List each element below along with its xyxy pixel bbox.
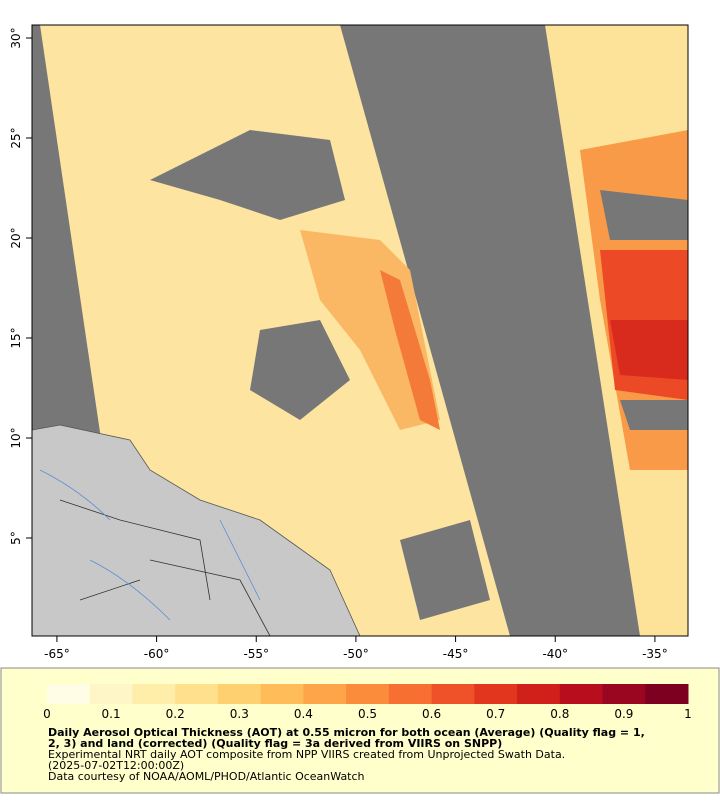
colorbar-tick-label: 0.5 bbox=[358, 707, 377, 721]
colorbar-swatch bbox=[175, 684, 219, 704]
colorbar-swatch bbox=[303, 684, 347, 704]
colorbar-swatch bbox=[517, 684, 561, 704]
caption-title: 2, 3) and land (corrected) (Quality flag… bbox=[48, 737, 502, 750]
colorbar-tick-label: 0.4 bbox=[294, 707, 313, 721]
x-tick-label: -65° bbox=[44, 647, 70, 661]
y-tick-label: 15° bbox=[9, 327, 23, 348]
colorbar-swatch bbox=[47, 684, 91, 704]
y-tick-label: 5° bbox=[9, 531, 23, 545]
colorbar-tick-label: 0.8 bbox=[550, 707, 569, 721]
colorbar-tick-label: 0.3 bbox=[230, 707, 249, 721]
caption-line: (2025-07-02T12:00:00Z) bbox=[48, 759, 184, 772]
colorbar-swatch bbox=[132, 684, 176, 704]
map-image bbox=[32, 25, 688, 636]
colorbar-swatch bbox=[559, 684, 604, 704]
colorbar-swatch bbox=[346, 684, 390, 704]
colorbar-swatch bbox=[645, 684, 689, 704]
colorbar-tick-label: 0.6 bbox=[422, 707, 441, 721]
colorbar-tick-label: 0.2 bbox=[166, 707, 185, 721]
colorbar-tick-label: 0.1 bbox=[102, 707, 121, 721]
map-frame bbox=[31, 24, 689, 637]
x-tick-label: -50° bbox=[343, 647, 369, 661]
colorbar-swatch bbox=[89, 684, 133, 704]
colorbar-swatch bbox=[217, 684, 262, 704]
caption-line: Experimental NRT daily AOT composite fro… bbox=[48, 748, 565, 761]
colorbar-tick-label: 0.9 bbox=[614, 707, 633, 721]
caption-title: Daily Aerosol Optical Thickness (AOT) at… bbox=[48, 726, 645, 739]
colorbar-swatch bbox=[388, 684, 433, 704]
colorbar-tick-label: 0.7 bbox=[486, 707, 505, 721]
y-tick-label: 30° bbox=[9, 27, 23, 48]
x-tick-label: -60° bbox=[144, 647, 170, 661]
colorbar-tick-label: 0 bbox=[43, 707, 51, 721]
colorbar-swatch bbox=[602, 684, 646, 704]
x-tick-label: -45° bbox=[443, 647, 469, 661]
y-tick-label: 10° bbox=[9, 427, 23, 448]
y-tick-label: 25° bbox=[9, 127, 23, 148]
colorbar-swatch bbox=[260, 684, 304, 704]
y-tick-label: 20° bbox=[9, 227, 23, 248]
colorbar-swatch bbox=[431, 684, 475, 704]
colorbar-swatch bbox=[474, 684, 518, 704]
x-tick-label: -40° bbox=[542, 647, 568, 661]
colorbar-tick-label: 1 bbox=[684, 707, 692, 721]
caption-line: Data courtesy of NOAA/AOML/PHOD/Atlantic… bbox=[48, 770, 365, 783]
x-tick-label: -55° bbox=[243, 647, 269, 661]
x-tick-label: -35° bbox=[642, 647, 668, 661]
